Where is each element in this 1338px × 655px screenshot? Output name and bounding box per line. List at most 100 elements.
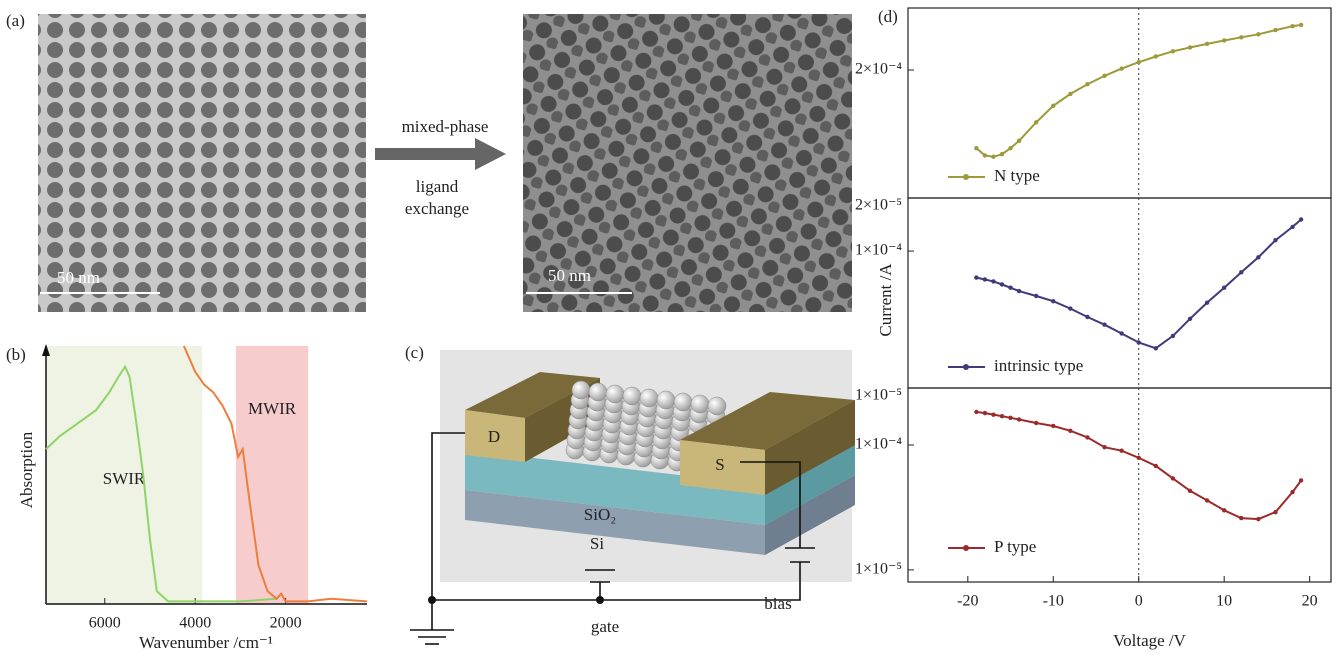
point bbox=[1188, 489, 1192, 493]
device-label: D bbox=[488, 427, 500, 446]
legend-marker bbox=[963, 174, 969, 180]
device-label: S bbox=[715, 455, 724, 474]
x-tick-label: -20 bbox=[957, 593, 978, 610]
point bbox=[1000, 282, 1004, 286]
panel-label: (c) bbox=[405, 343, 424, 362]
x-tick-label: 0 bbox=[1135, 593, 1143, 610]
point bbox=[1137, 60, 1141, 64]
scale-label: 50 nm bbox=[548, 266, 591, 285]
point bbox=[1008, 286, 1012, 290]
point bbox=[1102, 445, 1106, 449]
point bbox=[1017, 417, 1021, 421]
point bbox=[1154, 346, 1158, 350]
nanoparticle bbox=[708, 397, 726, 415]
point bbox=[983, 411, 987, 415]
point bbox=[1000, 152, 1004, 156]
point bbox=[1222, 38, 1226, 42]
arrow-label: exchange bbox=[405, 199, 469, 218]
point bbox=[1205, 42, 1209, 46]
point bbox=[1188, 45, 1192, 49]
nanoparticle bbox=[674, 393, 692, 411]
point bbox=[1290, 490, 1294, 494]
point bbox=[1051, 104, 1055, 108]
point bbox=[1171, 49, 1175, 53]
nanoparticle bbox=[691, 395, 709, 413]
x-tick-label: -10 bbox=[1043, 593, 1064, 610]
point bbox=[1000, 414, 1004, 418]
x-tick-label: 4000 bbox=[179, 615, 211, 632]
panel-label: (d) bbox=[878, 7, 898, 26]
scale-label: 50 nm bbox=[57, 268, 100, 287]
point bbox=[1171, 334, 1175, 338]
point bbox=[1051, 424, 1055, 428]
point bbox=[1205, 300, 1209, 304]
point bbox=[974, 146, 978, 150]
point bbox=[1290, 225, 1294, 229]
y-tick-label: 1×10⁻⁴ bbox=[855, 436, 902, 453]
legend-marker bbox=[963, 545, 969, 551]
device-label: Si bbox=[590, 534, 604, 553]
legend-label: intrinsic type bbox=[994, 356, 1083, 375]
point bbox=[1102, 74, 1106, 78]
arrow-label: mixed-phase bbox=[402, 117, 489, 136]
point bbox=[1085, 435, 1089, 439]
point bbox=[1119, 66, 1123, 70]
figure: (a) (b) (c) (d) 50 nm 50 nm mixed-phase … bbox=[0, 0, 1338, 655]
x-tick-label: 6000 bbox=[89, 615, 121, 632]
point bbox=[1137, 456, 1141, 460]
plot-frame bbox=[908, 388, 1331, 582]
x-axis-label: Voltage /V bbox=[1113, 631, 1187, 650]
nanoparticle bbox=[623, 387, 641, 405]
x-tick-label: 2000 bbox=[270, 615, 302, 632]
x-tick-label: 20 bbox=[1302, 593, 1318, 610]
point bbox=[1102, 322, 1106, 326]
device-label: bias bbox=[764, 594, 791, 613]
point bbox=[1051, 299, 1055, 303]
region-label: MWIR bbox=[248, 399, 297, 418]
point bbox=[991, 155, 995, 159]
y-tick-label: 1×10⁻⁵ bbox=[855, 561, 902, 578]
point bbox=[1085, 315, 1089, 319]
point bbox=[1205, 498, 1209, 502]
point bbox=[1034, 421, 1038, 425]
point bbox=[1154, 464, 1158, 468]
nanoparticle bbox=[640, 389, 658, 407]
point bbox=[1273, 510, 1277, 514]
point bbox=[1154, 54, 1158, 58]
y-tick-label: 1×10⁻⁵ bbox=[855, 387, 902, 404]
point bbox=[1068, 429, 1072, 433]
legend-marker bbox=[963, 364, 969, 370]
point bbox=[1239, 516, 1243, 520]
point bbox=[1068, 306, 1072, 310]
nanoparticle bbox=[572, 381, 590, 399]
point bbox=[1273, 238, 1277, 242]
nanoparticle bbox=[589, 383, 607, 401]
point bbox=[1008, 146, 1012, 150]
point bbox=[1239, 270, 1243, 274]
y-tick-label: 2×10⁻⁵ bbox=[855, 197, 902, 214]
point bbox=[1188, 317, 1192, 321]
point bbox=[1119, 449, 1123, 453]
panel-label: (a) bbox=[6, 11, 25, 30]
point bbox=[1299, 217, 1303, 221]
point bbox=[1137, 340, 1141, 344]
node bbox=[596, 596, 604, 604]
nanoparticle bbox=[606, 385, 624, 403]
point bbox=[1299, 23, 1303, 27]
point bbox=[991, 279, 995, 283]
region-label: SWIR bbox=[103, 469, 146, 488]
point bbox=[1256, 32, 1260, 36]
point bbox=[974, 275, 978, 279]
nanoparticle bbox=[657, 391, 675, 409]
point bbox=[1017, 139, 1021, 143]
y-tick-label: 2×10⁻⁴ bbox=[855, 61, 902, 78]
point bbox=[1034, 120, 1038, 124]
point bbox=[1068, 92, 1072, 96]
y-axis-label: Absorption bbox=[17, 431, 36, 508]
arrow bbox=[375, 138, 506, 170]
point bbox=[1256, 517, 1260, 521]
x-axis-label: Wavenumber /cm⁻¹ bbox=[139, 633, 273, 652]
point bbox=[1239, 35, 1243, 39]
point bbox=[983, 153, 987, 157]
arrow-label: ligand bbox=[416, 177, 459, 196]
